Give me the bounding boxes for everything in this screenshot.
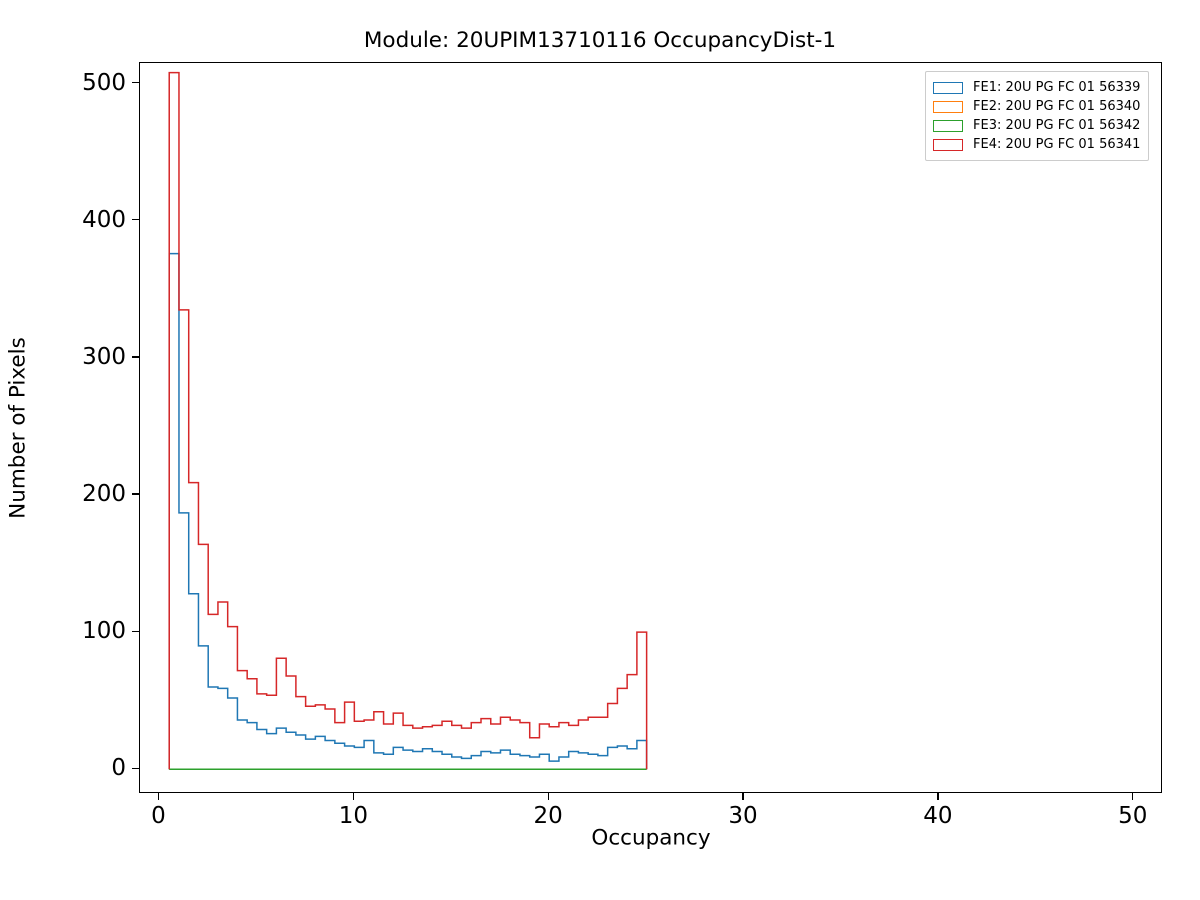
legend-swatch-icon <box>933 138 963 151</box>
x-tickmark <box>937 793 939 800</box>
x-tickmark <box>352 793 354 800</box>
legend-entry-1[interactable]: FE1: 20U PG FC 01 56339 <box>933 78 1140 97</box>
y-tick-label: 300 <box>82 343 126 370</box>
x-tick-label: 30 <box>728 803 758 829</box>
legend-entry-2[interactable]: FE2: 20U PG FC 01 56340 <box>933 97 1140 116</box>
x-tickmark <box>1132 793 1134 800</box>
x-axis-label: Occupancy <box>591 825 711 851</box>
y-tick-label: 0 <box>111 755 126 782</box>
legend-label: FE2: 20U PG FC 01 56340 <box>973 99 1141 114</box>
histogram-svg <box>168 71 648 771</box>
x-tickmark <box>547 793 549 800</box>
histogram-series-4 <box>168 71 648 770</box>
histogram-series-1 <box>168 252 648 770</box>
x-tick-label: 20 <box>533 803 563 829</box>
y-tick-label: 500 <box>82 69 126 96</box>
y-tickmark <box>132 219 139 221</box>
y-tickmark <box>132 81 139 84</box>
x-tick-label: 10 <box>338 803 368 829</box>
y-tickmark <box>132 493 139 495</box>
y-axis-label: Number of Pixels <box>5 337 31 519</box>
y-tick-label: 400 <box>82 206 126 233</box>
y-tickmark <box>132 630 139 632</box>
y-tick-label: 100 <box>82 618 126 645</box>
y-tickmark <box>132 356 139 358</box>
legend-swatch-icon <box>933 100 963 113</box>
chart-title: Module: 20UPIM13710116 OccupancyDist-1 <box>363 28 837 53</box>
x-tickmark <box>157 793 160 800</box>
x-tick-label: 40 <box>923 803 953 829</box>
x-tick-label: 0 <box>151 803 166 829</box>
x-tick-label: 50 <box>1118 803 1148 829</box>
legend-label: FE1: 20U PG FC 01 56339 <box>973 80 1141 95</box>
legend-swatch-icon <box>933 119 963 132</box>
x-tickmark <box>742 793 744 800</box>
y-tick-label: 200 <box>82 481 126 508</box>
legend-entry-3[interactable]: FE3: 20U PG FC 01 56342 <box>933 116 1140 135</box>
legend-label: FE4: 20U PG FC 01 56341 <box>973 137 1141 152</box>
legend-swatch-icon <box>933 81 963 94</box>
y-tickmark <box>132 767 139 769</box>
legend-entry-4[interactable]: FE4: 20U PG FC 01 56341 <box>933 135 1140 154</box>
legend-box: FE1: 20U PG FC 01 56339 FE2: 20U PG FC 01… <box>925 71 1150 161</box>
legend-label: FE3: 20U PG FC 01 56342 <box>973 118 1141 133</box>
plot-area <box>139 62 1162 793</box>
